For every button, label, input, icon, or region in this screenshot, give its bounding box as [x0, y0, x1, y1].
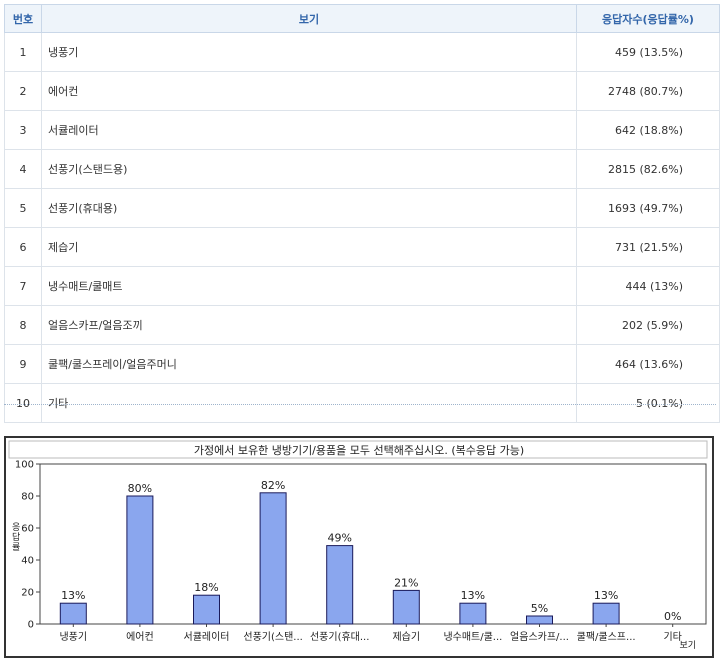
bar-9	[592, 602, 620, 625]
row-number: 2	[4, 71, 42, 111]
table-bottom-divider	[4, 404, 716, 405]
row-item-label: 기타	[41, 383, 577, 423]
value-label-4: 82%	[261, 479, 285, 492]
value-label-5: 49%	[327, 532, 351, 545]
row-number: 1	[4, 32, 42, 72]
value-label-2: 80%	[128, 482, 152, 495]
category-label-6: 제습기	[392, 631, 420, 643]
category-label-3: 서큘레이터	[184, 631, 230, 643]
bar-8	[526, 615, 553, 625]
table-header-row: 번호 보기 응답자수(응답률%)	[4, 4, 720, 33]
row-item-label: 선풍기(휴대용)	[41, 188, 577, 228]
row-responses: 642 (18.8%)	[576, 110, 720, 150]
row-item-label: 얼음스카프/얼음조끼	[41, 305, 577, 345]
table-row: 1 냉풍기 459 (13.5%)	[4, 32, 720, 72]
category-label-4: 선풍기(스탠...	[243, 631, 302, 643]
value-label-3: 18%	[194, 581, 218, 594]
chart-panel: 가정에서 보유한 냉방기기/용품을 모두 선택해주십시오. (복수응답 가능) 0…	[4, 436, 714, 658]
bar-7	[459, 602, 487, 625]
row-number: 7	[4, 266, 42, 306]
header-responses: 응답자수(응답률%)	[576, 4, 720, 33]
table-body: 1 냉풍기 459 (13.5%) 2 에어컨 2748 (80.7%) 3 서큘레이터 642…	[4, 32, 720, 423]
row-item-label: 서큘레이터	[41, 110, 577, 150]
category-label-9: 쿨팩/쿨스프...	[577, 631, 636, 643]
row-responses: 2748 (80.7%)	[576, 71, 720, 111]
value-label-1: 13%	[61, 589, 85, 602]
value-label-7: 13%	[461, 589, 485, 602]
category-label-5: 선풍기(휴대...	[310, 631, 369, 643]
row-number: 10	[4, 383, 42, 423]
value-label-9: 13%	[594, 589, 618, 602]
table-row: 8 얼음스카프/얼음조끼 202 (5.9%)	[4, 305, 720, 345]
bar-5	[326, 545, 354, 625]
row-item-label: 냉수매트/쿨매트	[41, 266, 577, 306]
y-tick-label: 100	[15, 460, 34, 471]
row-responses: 1693 (49.7%)	[576, 188, 720, 228]
y-tick-label: 60	[21, 524, 34, 535]
table-row: 3 서큘레이터 642 (18.8%)	[4, 110, 720, 150]
row-item-label: 선풍기(스탠드용)	[41, 149, 577, 189]
row-number: 9	[4, 344, 42, 384]
row-item-label: 쿨팩/쿨스프레이/얼음주머니	[41, 344, 577, 384]
x-axis-label: 보기	[679, 640, 696, 651]
row-number: 8	[4, 305, 42, 345]
chart-title-box	[8, 440, 708, 459]
bar-2	[126, 495, 154, 625]
bar-chart: 가정에서 보유한 냉방기기/용품을 모두 선택해주십시오. (복수응답 가능) 0…	[8, 440, 708, 651]
table-row: 5 선풍기(휴대용) 1693 (49.7%)	[4, 188, 720, 228]
row-item-label: 제습기	[41, 227, 577, 267]
category-label-10: 기타	[663, 631, 681, 643]
row-responses: 5 (0.1%)	[576, 383, 720, 423]
row-number: 6	[4, 227, 42, 267]
row-responses: 444 (13%)	[576, 266, 720, 306]
y-tick-label: 80	[21, 492, 34, 503]
row-responses: 459 (13.5%)	[576, 32, 720, 72]
table-row: 6 제습기 731 (21.5%)	[4, 227, 720, 267]
table-row: 7 냉수매트/쿨매트 444 (13%)	[4, 266, 720, 306]
category-label-1: 냉풍기	[59, 631, 87, 643]
y-tick-label: 0	[28, 620, 34, 631]
row-responses: 731 (21.5%)	[576, 227, 720, 267]
row-responses: 202 (5.9%)	[576, 305, 720, 345]
response-table: 번호 보기 응답자수(응답률%) 1 냉풍기 459 (13.5%) 2 에어컨 2748…	[4, 4, 720, 423]
bar-1	[59, 602, 87, 625]
category-label-2: 에어컨	[126, 631, 154, 643]
row-item-label: 냉풍기	[41, 32, 577, 72]
table-row: 2 에어컨 2748 (80.7%)	[4, 71, 720, 111]
table-row: 10 기타 5 (0.1%)	[4, 383, 720, 423]
row-number: 3	[4, 110, 42, 150]
value-label-8: 5%	[531, 602, 548, 615]
y-tick-label: 40	[21, 556, 34, 567]
bar-4	[259, 492, 287, 625]
category-label-7: 냉수매트/쿨...	[443, 631, 502, 643]
table-row: 4 선풍기(스탠드용) 2815 (82.6%)	[4, 149, 720, 189]
header-number: 번호	[4, 4, 42, 33]
row-number: 4	[4, 149, 42, 189]
y-tick-label: 20	[21, 588, 34, 599]
value-label-6: 21%	[394, 576, 418, 589]
table-row: 9 쿨팩/쿨스프레이/얼음주머니 464 (13.6%)	[4, 344, 720, 384]
row-responses: 2815 (82.6%)	[576, 149, 720, 189]
value-label-10: 0%	[664, 610, 681, 623]
chart-title: 가정에서 보유한 냉방기기/용품을 모두 선택해주십시오. (복수응답 가능)	[194, 443, 524, 457]
row-number: 5	[4, 188, 42, 228]
row-responses: 464 (13.6%)	[576, 344, 720, 384]
row-item-label: 에어컨	[41, 71, 577, 111]
bar-6	[392, 589, 420, 625]
bar-3	[193, 594, 220, 625]
category-label-8: 얼음스카프/...	[510, 631, 569, 643]
header-item: 보기	[41, 4, 577, 33]
